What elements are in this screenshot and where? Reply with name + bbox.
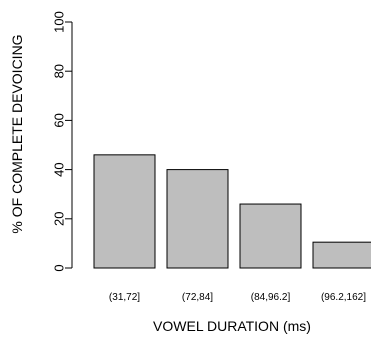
bar: [166, 169, 229, 269]
x-tick-label: (31,72]: [109, 292, 140, 303]
bar: [239, 203, 302, 269]
x-tick-label: (84,96.2]: [251, 292, 291, 303]
y-tick-label: 20: [51, 212, 66, 226]
bar: [93, 154, 156, 269]
x-axis-title: VOWEL DURATION (ms): [153, 318, 311, 334]
y-tick-label: 80: [51, 64, 66, 78]
x-tick-label: (96.2,162]: [321, 292, 366, 303]
y-axis-title: % OF COMPLETE DEVOICING: [9, 34, 25, 233]
x-tick-labels: (31,72] (72,84] (84,96.2] (96.2,162]: [109, 292, 366, 303]
bar: [312, 241, 371, 269]
y-axis: 0 20 40 60 80 100: [51, 11, 73, 272]
y-tick-label: 60: [51, 113, 66, 127]
bars: [93, 154, 371, 269]
y-tick-label: 40: [51, 162, 66, 176]
x-tick-label: (72,84]: [182, 292, 213, 303]
y-tick-label: 100: [51, 11, 66, 33]
y-tick-label: 0: [51, 264, 66, 271]
